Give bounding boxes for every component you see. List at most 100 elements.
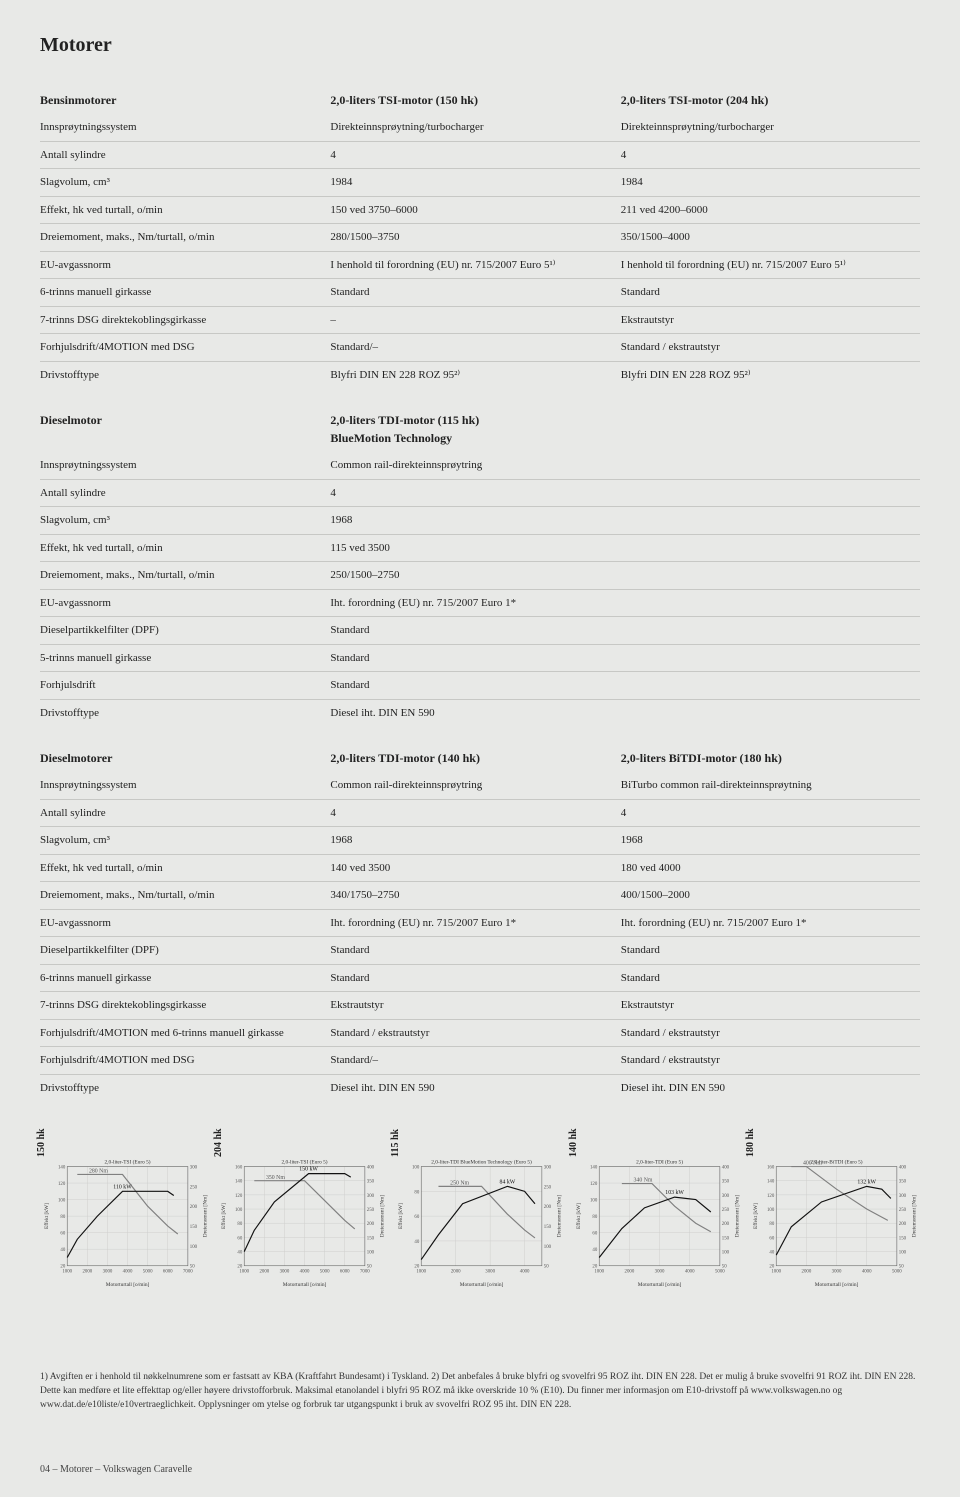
table-cell [621, 562, 920, 590]
table-cell: Slagvolum, cm³ [40, 507, 330, 535]
table-cell [621, 589, 920, 617]
svg-text:2,0-liter-TSI (Euro 5): 2,0-liter-TSI (Euro 5) [282, 1159, 328, 1166]
table-cell: 5-trinns manuell girkasse [40, 644, 330, 672]
table-cell: 180 ved 4000 [621, 854, 920, 882]
table-cell: Standard/– [330, 334, 620, 362]
svg-text:80: 80 [238, 1222, 243, 1227]
svg-text:250 Nm: 250 Nm [451, 1180, 470, 1186]
table-cell: 4 [330, 141, 620, 169]
table-cell: 4 [330, 799, 620, 827]
table-cell [621, 617, 920, 645]
table-cell: 150 ved 3750–6000 [330, 196, 620, 224]
page-footer: 04 – Motorer – Volkswagen Caravelle [40, 1462, 920, 1477]
chart-side-title: 140 hk [566, 1128, 581, 1157]
svg-text:120: 120 [590, 1182, 598, 1187]
svg-text:2000: 2000 [801, 1270, 811, 1275]
table-row: 5-trinns manuell girkasseStandard [40, 644, 920, 672]
svg-text:5000: 5000 [715, 1270, 725, 1275]
table-row: Effekt, hk ved turtall, o/min150 ved 375… [40, 196, 920, 224]
svg-text:Effekt [kW]: Effekt [kW] [574, 1203, 581, 1229]
table-cell: Standard / ekstrautstyr [621, 334, 920, 362]
svg-text:6000: 6000 [163, 1270, 173, 1275]
svg-text:1000: 1000 [594, 1270, 604, 1275]
table-cell: Iht. forordning (EU) nr. 715/2007 Euro 1… [330, 589, 620, 617]
table-cell [621, 507, 920, 535]
svg-text:Motorturtall [o/min]: Motorturtall [o/min] [106, 1282, 150, 1288]
svg-text:7000: 7000 [183, 1270, 193, 1275]
table-cell: Antall sylindre [40, 141, 330, 169]
svg-text:300: 300 [367, 1194, 375, 1199]
svg-text:300: 300 [544, 1165, 552, 1170]
svg-text:100: 100 [721, 1251, 729, 1256]
table-row: Dreiemoment, maks., Nm/turtall, o/min280… [40, 224, 920, 252]
svg-text:60: 60 [415, 1215, 420, 1220]
table-cell: 4 [621, 141, 920, 169]
table-cell: Standard [330, 937, 620, 965]
table-cell: Iht. forordning (EU) nr. 715/2007 Euro 1… [621, 909, 920, 937]
svg-text:340 Nm: 340 Nm [633, 1178, 652, 1184]
table-cell: 250/1500–2750 [330, 562, 620, 590]
svg-text:250: 250 [367, 1208, 375, 1213]
svg-text:250: 250 [899, 1208, 907, 1213]
svg-text:300: 300 [190, 1165, 198, 1170]
table-cell: 1984 [330, 169, 620, 197]
svg-text:280 Nm: 280 Nm [89, 1169, 108, 1175]
table-row: Slagvolum, cm³1968 [40, 507, 920, 535]
svg-text:110 kW: 110 kW [113, 1184, 132, 1190]
table-cell: EU-avgassnorm [40, 251, 330, 279]
svg-text:50: 50 [721, 1265, 726, 1270]
svg-text:4000: 4000 [684, 1270, 694, 1275]
svg-text:350: 350 [899, 1180, 907, 1185]
svg-text:40: 40 [592, 1248, 597, 1253]
engine-chart: 2040608010010002000300040005010015020025… [394, 1151, 565, 1291]
table-cell: 6-trinns manuell girkasse [40, 279, 330, 307]
svg-text:150: 150 [721, 1236, 729, 1241]
page-title: Motorer [40, 30, 920, 60]
svg-text:2000: 2000 [260, 1270, 270, 1275]
table-row: EU-avgassnormI henhold til forordning (E… [40, 251, 920, 279]
table-cell [621, 672, 920, 700]
svg-text:Effekt [kW]: Effekt [kW] [752, 1203, 759, 1229]
table-cell: Direkteinnsprøytning/turbocharger [330, 114, 620, 141]
svg-text:80: 80 [415, 1190, 420, 1195]
svg-text:1000: 1000 [417, 1270, 427, 1275]
table-cell: Standard / ekstrautstyr [330, 1019, 620, 1047]
svg-text:2,0-liter-BiTDI (Euro 5): 2,0-liter-BiTDI (Euro 5) [810, 1159, 862, 1166]
table-row: DrivstofftypeBlyfri DIN EN 228 ROZ 95²⁾B… [40, 361, 920, 388]
engine-chart: 2040608010012014016010002000300040005000… [217, 1151, 388, 1291]
svg-text:Motorturtall [o/min]: Motorturtall [o/min] [815, 1282, 859, 1288]
svg-text:160: 160 [767, 1165, 775, 1170]
table-row: Forhjulsdrift/4MOTION med 6-trinns manue… [40, 1019, 920, 1047]
svg-text:Dreiemoment [Nm]: Dreiemoment [Nm] [557, 1195, 563, 1238]
table-cell: Drivstofftype [40, 1074, 330, 1101]
table-cell: Drivstofftype [40, 699, 330, 726]
svg-text:2,0-liter-TDI (Euro 5): 2,0-liter-TDI (Euro 5) [636, 1159, 683, 1166]
svg-text:4000: 4000 [300, 1270, 310, 1275]
table-cell: Slagvolum, cm³ [40, 169, 330, 197]
svg-text:120: 120 [235, 1194, 243, 1199]
svg-text:150: 150 [899, 1236, 907, 1241]
svg-text:400: 400 [899, 1165, 907, 1170]
table-cell: Forhjulsdrift/4MOTION med 6-trinns manue… [40, 1019, 330, 1047]
svg-text:Dreiemoment [Nm]: Dreiemoment [Nm] [380, 1195, 386, 1238]
svg-text:6000: 6000 [340, 1270, 350, 1275]
table-cell [621, 534, 920, 562]
svg-text:Effekt [kW]: Effekt [kW] [397, 1203, 404, 1229]
table-row: InnsprøytningssystemCommon rail-direktei… [40, 772, 920, 799]
table-cell: 4 [621, 799, 920, 827]
svg-text:150: 150 [367, 1236, 375, 1241]
svg-text:5000: 5000 [320, 1270, 330, 1275]
table-row: Dieselpartikkelfilter (DPF)Standard [40, 617, 920, 645]
table-cell: Ekstrautstyr [621, 992, 920, 1020]
table-row: 6-trinns manuell girkasseStandardStandar… [40, 279, 920, 307]
table-cell: Innsprøytningssystem [40, 452, 330, 479]
table-row: Slagvolum, cm³19841984 [40, 169, 920, 197]
svg-text:3000: 3000 [654, 1270, 664, 1275]
table-cell: Ekstrautstyr [621, 306, 920, 334]
table-row: EU-avgassnormIht. forordning (EU) nr. 71… [40, 909, 920, 937]
table-row: Forhjulsdrift/4MOTION med DSGStandard/–S… [40, 1047, 920, 1075]
table-dieselmotorer: Dieselmotorer2,0-liters TDI-motor (140 h… [40, 744, 920, 1101]
table-cell [621, 699, 920, 726]
svg-text:50: 50 [544, 1265, 549, 1270]
table-header: 2,0-liters TDI-motor (115 hk)BlueMotion … [330, 406, 620, 452]
